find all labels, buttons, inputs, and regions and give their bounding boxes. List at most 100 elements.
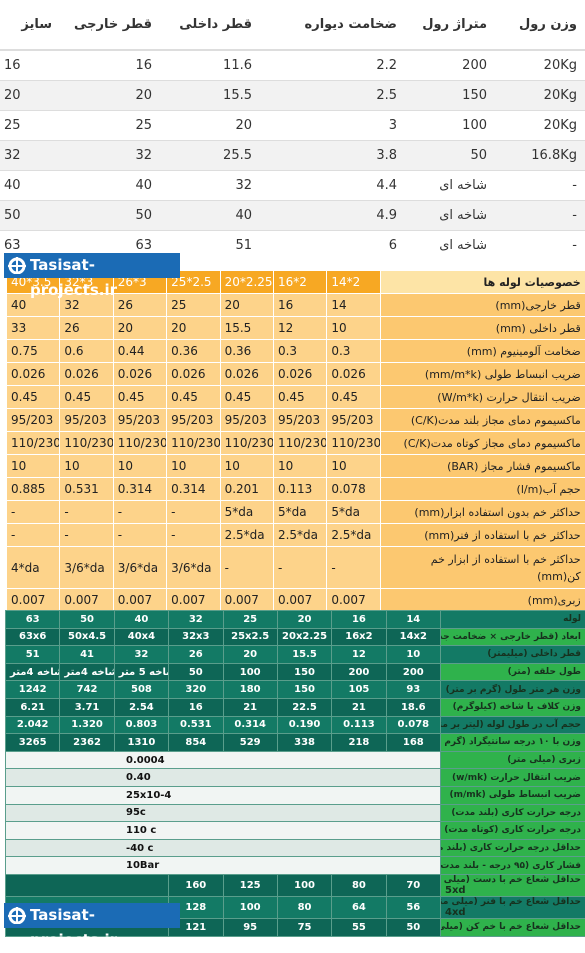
- cell: 2.042: [6, 716, 60, 734]
- header-cell: قطر خارجی: [60, 0, 160, 50]
- cell: 0.078: [386, 716, 440, 734]
- cell: 100: [223, 896, 277, 918]
- cell: 3.71: [60, 698, 114, 716]
- cell: 20: [60, 80, 160, 110]
- row: حداکثر خم با استفاده از ابزار خم کن(mm)-…: [7, 547, 585, 589]
- header-cell: سایز: [0, 0, 60, 50]
- cell: 5*da: [220, 501, 273, 524]
- cell: 1310: [114, 734, 168, 752]
- cell: -: [495, 200, 585, 230]
- cell: 0.314: [113, 478, 166, 501]
- cell: 11.6: [160, 50, 260, 80]
- cell: 16: [60, 50, 160, 80]
- watermark-text: Tasisat-projects.ir: [30, 906, 117, 949]
- cell: 3/6*da: [60, 547, 113, 589]
- row-label: حداقل درجه حرارت کاری (بلند مدت): [441, 839, 585, 857]
- cell: 2.5*da: [327, 524, 380, 547]
- label-text: طول حلقه (متر): [508, 667, 581, 677]
- cell: 10: [167, 455, 220, 478]
- header-cell: قطر داخلی: [160, 0, 260, 50]
- cell: 40: [0, 170, 60, 200]
- cell: 3.8: [260, 140, 405, 170]
- cell: -: [495, 230, 585, 260]
- cell: -40 c: [6, 839, 441, 857]
- cell: 0.45: [60, 386, 113, 409]
- cell: 0.314: [223, 716, 277, 734]
- cell: 10: [113, 455, 166, 478]
- cell: 320: [169, 681, 223, 699]
- cell: 0.45: [7, 386, 60, 409]
- label-text: فشار کاری (۹۵ درجه - بلند مدت): [441, 861, 582, 871]
- cell: 150: [277, 663, 331, 681]
- cell: 32: [0, 140, 60, 170]
- row: ابعاد (قطر خارجی × ضخامت جداره)14x216x22…: [6, 628, 585, 646]
- row-label: حداکثر خم با استفاده از فنر(mm): [380, 524, 585, 547]
- row-label: فشار کاری (۹۵ درجه - بلند مدت): [441, 857, 585, 875]
- cell: 10: [60, 455, 113, 478]
- row: ضریب انبساط طولی (m/mk)25x10-4: [6, 786, 585, 804]
- label-text: درجه حرارت کاری (کوتاه مدت): [444, 825, 581, 835]
- row-label: زبری(mm): [380, 589, 585, 612]
- cell: 15.5: [277, 646, 331, 664]
- row-label: ابعاد (قطر خارجی × ضخامت جداره): [441, 628, 585, 646]
- cell: 20: [223, 646, 277, 664]
- row-label: ماکسیموم دمای مجاز کوتاه مدت(C/K): [380, 432, 585, 455]
- cell: 508: [114, 681, 168, 699]
- cell: 125: [223, 874, 277, 896]
- cell: 3: [260, 110, 405, 140]
- cell: 15.5: [160, 80, 260, 110]
- label-text: درجه حرارت کاری (بلند مدت): [451, 808, 581, 818]
- row-label: ضریب انتقال حرارت (W/m*k): [380, 386, 585, 409]
- cell: 20: [0, 80, 60, 110]
- row-label: قطر خارجی(mm): [380, 294, 585, 317]
- cell: 200: [405, 50, 495, 80]
- cell: 0.007: [327, 589, 380, 612]
- row: زبری (میلی متر)0.0004: [6, 751, 585, 769]
- cell: 10: [327, 455, 380, 478]
- cell: 0.36: [220, 340, 273, 363]
- cell: 150: [405, 80, 495, 110]
- cell: 4.4: [260, 170, 405, 200]
- cell: 0.6: [60, 340, 113, 363]
- row-label: حداکثر خم بدون استفاده ابزار(mm): [380, 501, 585, 524]
- label-text: حداقل شعاع خم با فنر (میلی متر): [441, 897, 582, 907]
- cell: 338: [277, 734, 331, 752]
- cell: 200: [332, 663, 386, 681]
- watermark: Tasisat-projects.ir: [4, 253, 180, 278]
- cell: 15.5: [220, 317, 273, 340]
- watermark-icon: [8, 257, 26, 274]
- cell: 0.3: [273, 340, 326, 363]
- cell: 0.803: [114, 716, 168, 734]
- cell: 93: [386, 681, 440, 699]
- cell: 4*da: [7, 547, 60, 589]
- header-cell: وزن رول: [495, 0, 585, 50]
- cell: 25.5: [160, 140, 260, 170]
- cell: 0.45: [113, 386, 166, 409]
- cell: 10: [386, 646, 440, 664]
- factor: 5xd: [445, 885, 466, 896]
- cell: 0.885: [7, 478, 60, 501]
- row-label: قطر داخلی (میلیمتر): [441, 646, 585, 664]
- cell: 40: [160, 200, 260, 230]
- label-text: وزن با ۱۰ درجه سانتیگراد (گرم بر متر): [441, 737, 582, 747]
- cell: 0.45: [327, 386, 380, 409]
- cell: 40: [60, 170, 160, 200]
- cell: 0.007: [273, 589, 326, 612]
- header-cell: ضخامت دیواره: [260, 0, 405, 50]
- label-text: حداقل شعاع خم با دست (میلی متر): [441, 875, 582, 885]
- cell: 95/203: [167, 409, 220, 432]
- cell: 56: [386, 896, 440, 918]
- row-label: ضریب انتقال حرارت (w/mk): [441, 769, 585, 787]
- cell: -: [167, 501, 220, 524]
